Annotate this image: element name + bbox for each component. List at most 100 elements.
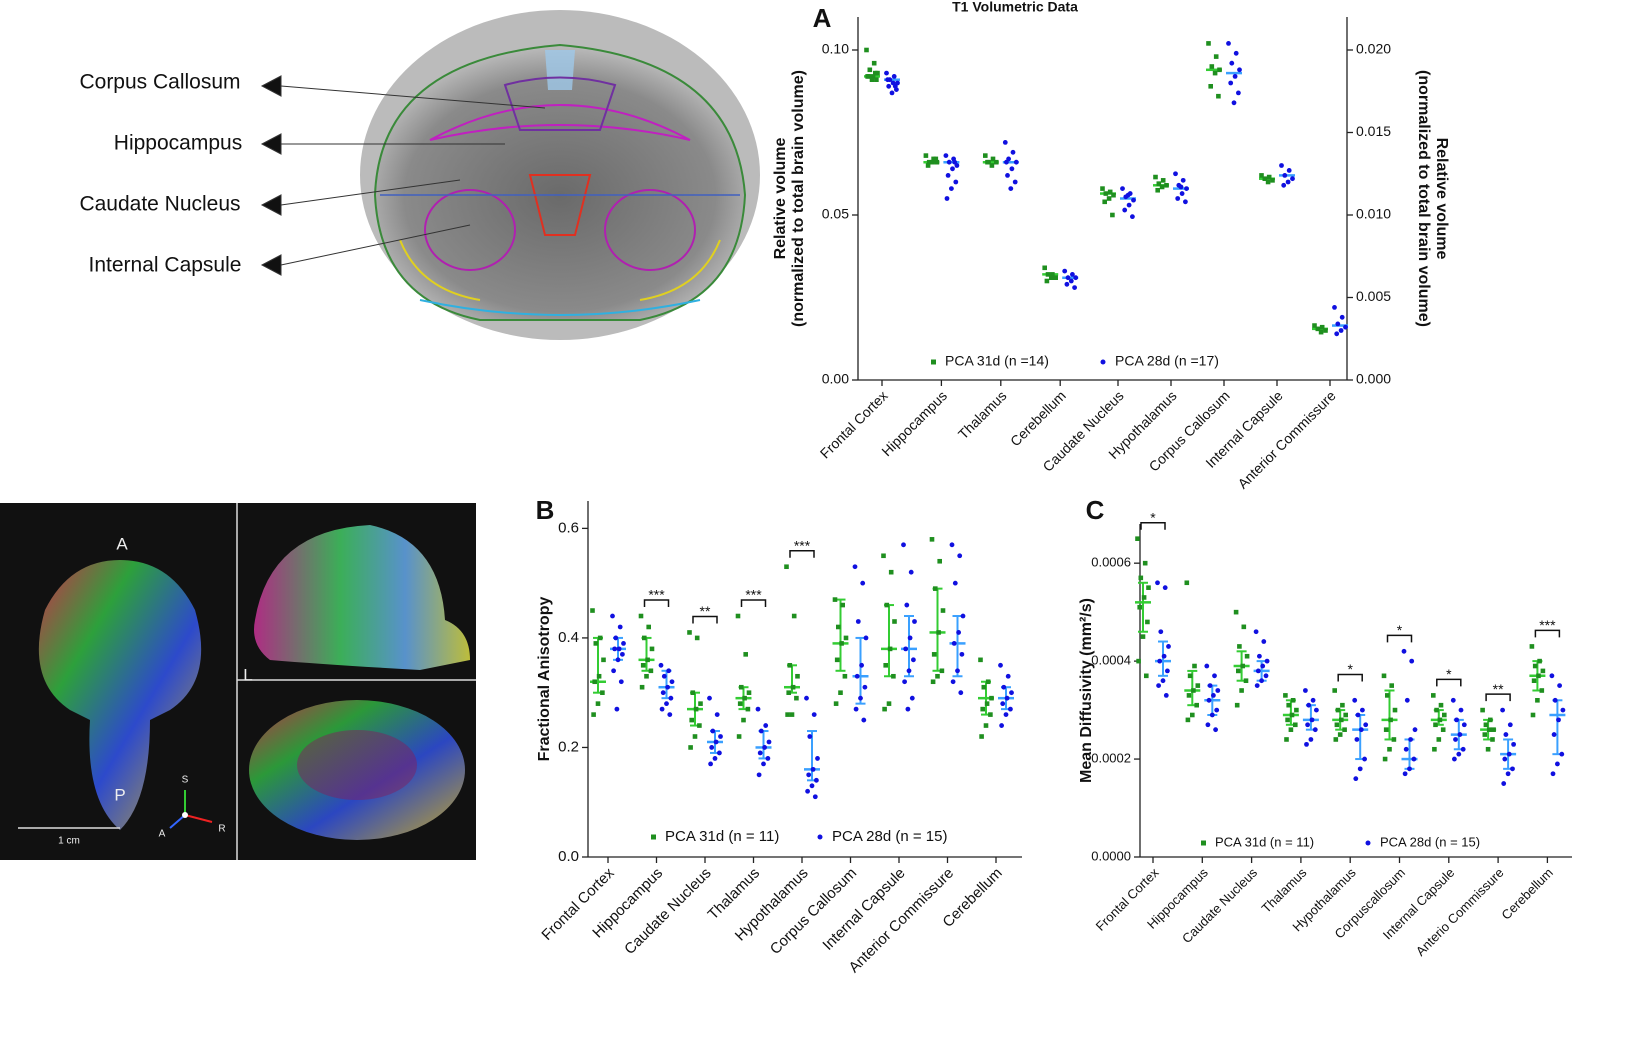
point — [1282, 173, 1288, 178]
point — [949, 186, 954, 192]
point — [949, 542, 955, 548]
y-tick-label: 0.0006 — [1091, 555, 1131, 570]
point — [1155, 580, 1160, 586]
point — [1050, 272, 1055, 277]
y-tick-label: 0.0004 — [1091, 653, 1131, 668]
point — [939, 668, 945, 674]
point — [1009, 690, 1014, 696]
region-label: Caudate Nucleus — [79, 193, 240, 216]
point — [882, 706, 887, 712]
point — [838, 690, 843, 695]
point — [1339, 717, 1344, 723]
significance-bracket — [1337, 673, 1363, 682]
point — [1532, 663, 1538, 669]
point — [1173, 171, 1178, 177]
point — [1550, 771, 1556, 777]
point — [1404, 697, 1410, 703]
point — [1213, 54, 1219, 59]
point — [1401, 648, 1407, 654]
point — [661, 673, 667, 679]
point — [892, 619, 897, 624]
point — [601, 657, 606, 663]
point — [595, 701, 601, 706]
point — [1306, 702, 1312, 708]
point — [958, 690, 964, 696]
point — [1438, 702, 1444, 708]
point — [1125, 192, 1131, 198]
point — [592, 679, 597, 685]
point — [1012, 179, 1018, 185]
point — [1185, 717, 1191, 723]
point — [836, 624, 841, 630]
y2-tick-label: 0.005 — [1356, 288, 1391, 304]
point — [1159, 184, 1165, 190]
point — [1107, 189, 1113, 195]
point — [905, 706, 911, 712]
point — [1549, 673, 1555, 679]
point — [600, 690, 605, 695]
point — [1164, 183, 1169, 188]
point — [892, 83, 898, 89]
legend-marker — [1100, 359, 1106, 365]
point — [617, 624, 623, 630]
point — [1354, 737, 1360, 742]
point — [812, 794, 818, 800]
significance-bracket — [692, 615, 718, 624]
point — [842, 673, 848, 679]
region-label: Internal Capsule — [89, 254, 242, 277]
point — [873, 70, 878, 76]
axis-title: Fractional Anisotropy — [536, 597, 553, 762]
point — [1146, 585, 1151, 590]
region-label: Corpus Callosum — [79, 71, 240, 94]
chart-title: T1 Volumetric Data — [952, 0, 1078, 15]
point — [1501, 781, 1507, 786]
legend-marker — [931, 359, 936, 365]
axis-title: Relative volume — [1433, 138, 1450, 260]
point — [739, 684, 744, 690]
point — [1506, 751, 1512, 757]
significance-label: *** — [745, 587, 762, 603]
point — [1559, 751, 1565, 757]
point — [1005, 673, 1011, 679]
x-tick-label: Anterio Commissure — [1413, 865, 1507, 959]
point — [1279, 163, 1284, 168]
point — [1503, 732, 1509, 737]
point — [955, 668, 960, 674]
point — [1175, 196, 1181, 201]
region-pointers — [260, 75, 546, 276]
point — [1335, 321, 1341, 327]
point — [855, 619, 861, 624]
legend-label: PCA 31d (n = 11) — [1215, 834, 1314, 849]
point — [1362, 756, 1367, 762]
x-tick-label: Internal Capsule — [819, 865, 908, 954]
point — [1339, 314, 1345, 320]
point — [944, 196, 950, 201]
point — [756, 772, 762, 778]
significance-label: *** — [1539, 617, 1556, 633]
orientation-label: P — [114, 785, 125, 804]
point — [1103, 191, 1109, 196]
point — [1283, 693, 1288, 698]
point — [1450, 697, 1456, 703]
point — [1530, 712, 1536, 718]
point — [1165, 668, 1170, 674]
point — [979, 734, 984, 739]
point — [1293, 722, 1298, 728]
point — [642, 635, 647, 641]
point — [712, 756, 718, 761]
point — [1551, 732, 1557, 737]
legend-label: PCA 31d (n =14) — [945, 353, 1049, 369]
point — [1163, 692, 1169, 698]
point — [906, 668, 912, 674]
point — [874, 77, 879, 82]
dti-panel — [0, 503, 476, 860]
point — [1511, 741, 1516, 747]
axis-title: Relative volume — [772, 137, 789, 259]
point — [786, 690, 791, 695]
point — [1452, 756, 1457, 762]
panel-label: C — [1086, 495, 1105, 525]
point — [889, 90, 895, 96]
axis-title: (normalized to total brain volume) — [790, 70, 807, 327]
point — [743, 652, 748, 657]
point — [1353, 776, 1359, 782]
